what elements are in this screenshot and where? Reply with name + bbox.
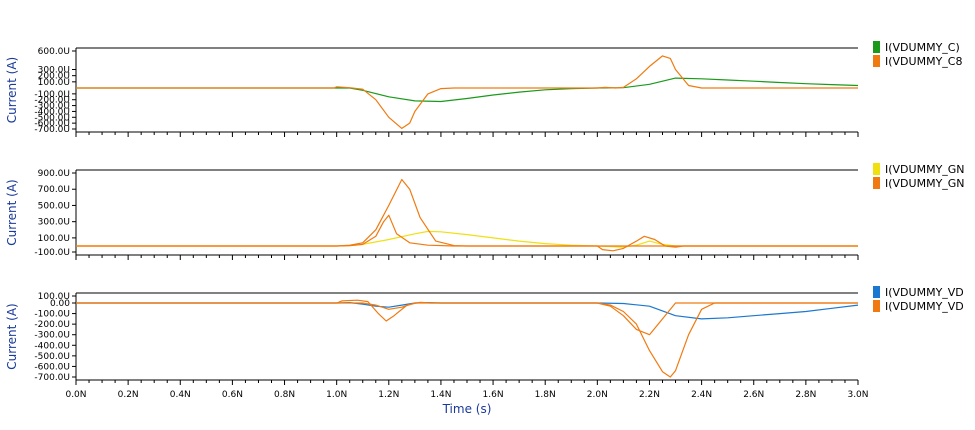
series-line xyxy=(76,77,859,103)
y-tick-label: -600.0U xyxy=(34,362,70,372)
series-line xyxy=(76,55,858,129)
legend-label: I(VDUMMY_GN xyxy=(885,163,965,176)
x-tick-label: 2.8N xyxy=(795,390,816,400)
x-tick-label: 1.8N xyxy=(535,390,556,400)
x-tick-label: 0.8N xyxy=(274,390,295,400)
y-axis-title: Current (A) xyxy=(5,179,19,245)
legend-swatch xyxy=(873,163,880,175)
y-tick-label: -500.0U xyxy=(34,352,70,362)
series-line xyxy=(76,302,858,336)
legend-label: I(VDUMMY_VD xyxy=(885,300,964,313)
x-tick-label: 2.4N xyxy=(691,390,712,400)
y-tick-label: -500.0U xyxy=(34,113,70,123)
y-tick-label: -400.0U xyxy=(34,341,70,351)
y-tick-label: -200.0U xyxy=(34,320,70,330)
y-tick-label: -700.0U xyxy=(34,373,70,383)
series-line xyxy=(76,302,859,320)
series-line xyxy=(76,299,858,378)
x-tick-label: 0.4N xyxy=(170,390,191,400)
y-tick-label: 600.0U xyxy=(38,47,70,57)
legend-label: I(VDUMMY_GN xyxy=(885,177,965,190)
y-tick-label: -300.0U xyxy=(34,331,70,341)
series-line xyxy=(76,230,858,248)
y-tick-label: 100.0U xyxy=(38,234,70,244)
x-tick-label: 0.6N xyxy=(222,390,243,400)
legend-label: I(VDUMMY_VD xyxy=(885,286,964,299)
legend-label: I(VDUMMY_C) xyxy=(885,41,960,54)
y-tick-label: -400.0U xyxy=(34,107,70,117)
legend-swatch xyxy=(873,177,880,189)
x-tick-label: 1.4N xyxy=(430,390,451,400)
y-tick-label: 100.0U xyxy=(38,292,70,302)
y-tick-label: -600.0U xyxy=(34,119,70,129)
legend-swatch xyxy=(873,286,880,298)
x-tick-label: 1.6N xyxy=(483,390,504,400)
y-tick-label: -100.0U xyxy=(34,248,70,258)
x-axis-title: Time (s) xyxy=(442,402,492,416)
y-tick-label: -200.0U xyxy=(34,96,70,106)
y-axis-title: Current (A) xyxy=(5,57,19,123)
series-line xyxy=(76,214,858,252)
x-tick-label: 1.2N xyxy=(378,390,399,400)
y-tick-label: -300.0U xyxy=(34,102,70,112)
x-tick-label: 0.0N xyxy=(65,390,86,400)
y-tick-label: -700.0U xyxy=(34,125,70,135)
y-tick-label: 200.0U xyxy=(38,72,70,82)
y-tick-label: 100.0U xyxy=(38,78,70,88)
y-tick-label: 300.0U xyxy=(38,218,70,228)
y-tick-label: 0.00 xyxy=(50,299,70,309)
y-tick-label: -100.0U xyxy=(34,310,70,320)
x-tick-label: 2.6N xyxy=(743,390,764,400)
y-tick-label: -100.0U xyxy=(34,90,70,100)
x-tick-label: 2.2N xyxy=(639,390,660,400)
legend-swatch xyxy=(873,41,880,53)
legend-swatch xyxy=(873,55,880,67)
y-tick-label: 300.0U xyxy=(38,66,70,76)
x-tick-label: 2.0N xyxy=(587,390,608,400)
x-tick-label: 0.2N xyxy=(118,390,139,400)
x-tick-label: 1.0N xyxy=(326,390,347,400)
legend-swatch xyxy=(873,300,880,312)
x-tick-label: 3.0N xyxy=(847,390,868,400)
y-tick-label: 900.0U xyxy=(38,169,70,179)
legend-label: I(VDUMMY_C8 xyxy=(885,55,962,68)
y-axis-title: Current (A) xyxy=(5,303,19,369)
series-line xyxy=(76,178,858,247)
y-tick-label: 500.0U xyxy=(38,201,70,211)
y-tick-label: 700.0U xyxy=(38,185,70,195)
